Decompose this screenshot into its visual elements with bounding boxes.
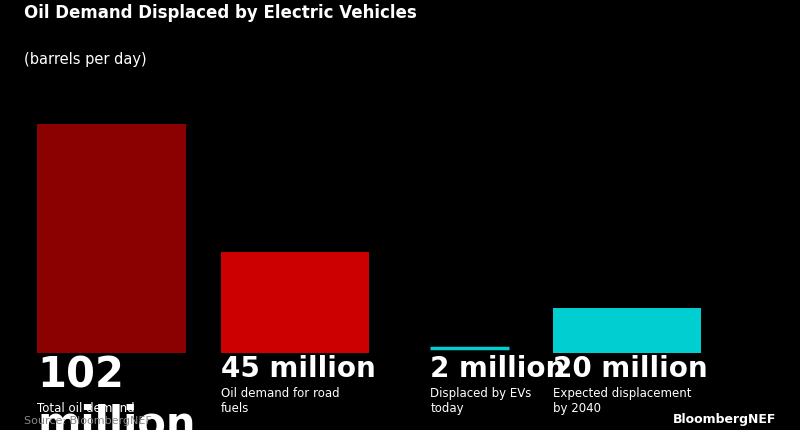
Text: 45 million: 45 million xyxy=(221,355,375,383)
Text: 102
million: 102 million xyxy=(37,355,196,430)
Text: (barrels per day): (barrels per day) xyxy=(24,52,146,67)
Bar xyxy=(37,124,186,353)
Text: 20 million: 20 million xyxy=(553,355,707,383)
Text: BloombergNEF: BloombergNEF xyxy=(673,413,776,426)
Text: Total oil demand: Total oil demand xyxy=(37,402,134,415)
Text: Oil Demand Displaced by Electric Vehicles: Oil Demand Displaced by Electric Vehicle… xyxy=(24,4,417,22)
Text: 2 million: 2 million xyxy=(430,355,566,383)
Text: Displaced by EVs
today: Displaced by EVs today xyxy=(430,387,531,415)
Bar xyxy=(553,308,701,353)
Bar xyxy=(221,252,369,353)
Text: Oil demand for road
fuels: Oil demand for road fuels xyxy=(221,387,339,415)
Text: Source: BloombergNEF: Source: BloombergNEF xyxy=(24,416,152,426)
Text: Expected displacement
by 2040: Expected displacement by 2040 xyxy=(553,387,691,415)
